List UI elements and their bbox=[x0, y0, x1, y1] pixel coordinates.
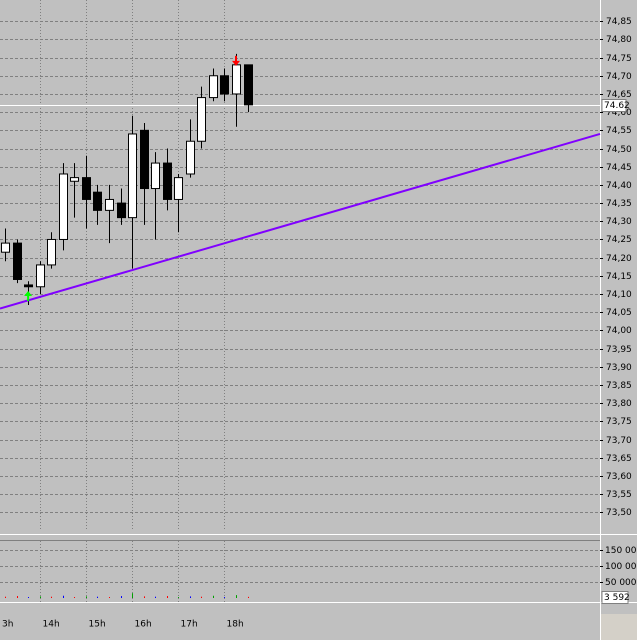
volume-bar bbox=[28, 597, 29, 598]
volume-bar bbox=[201, 596, 202, 598]
y-tick-label: 73,65 bbox=[606, 454, 632, 464]
y-tick-label: 73,70 bbox=[606, 436, 632, 446]
candle-body bbox=[232, 64, 241, 95]
candle-body bbox=[186, 140, 195, 175]
candle-body bbox=[163, 162, 172, 200]
candle-body bbox=[1, 242, 10, 253]
y-tick-label: 74,25 bbox=[606, 235, 632, 245]
volume-bar bbox=[74, 597, 75, 598]
y-tick-label: 74,30 bbox=[606, 217, 632, 227]
candle-body bbox=[24, 284, 33, 288]
y-tick-label: 74,00 bbox=[606, 326, 632, 336]
y-tick-label: 73,50 bbox=[606, 508, 632, 518]
y-tick-label: 74,05 bbox=[606, 308, 632, 318]
volume-bar bbox=[97, 596, 98, 598]
volume-bar bbox=[121, 596, 122, 598]
y-tick-label: 74,55 bbox=[606, 126, 632, 136]
volume-bar bbox=[178, 597, 179, 598]
y-tick-label: 73,85 bbox=[606, 381, 632, 391]
y-tick-label: 74,20 bbox=[606, 254, 632, 264]
y-tick-label: 74,60 bbox=[606, 108, 632, 118]
volume-bar bbox=[155, 596, 156, 598]
volume-bar bbox=[63, 595, 64, 598]
x-tick-label: 18h bbox=[227, 620, 244, 630]
volume-bar bbox=[40, 596, 41, 598]
x-tick-label: 3h bbox=[2, 620, 13, 630]
candle-body bbox=[220, 75, 229, 95]
candle-body bbox=[244, 64, 253, 106]
y-tick-label: 74,65 bbox=[606, 90, 632, 100]
y-tick-label: 74,10 bbox=[606, 290, 632, 300]
y-tick-label: 74,80 bbox=[606, 35, 632, 45]
last-volume-label: 3 592 bbox=[604, 593, 630, 603]
y-tick-label: 100 000 bbox=[605, 562, 637, 572]
candle-body bbox=[70, 177, 79, 182]
x-tick-label: 17h bbox=[181, 620, 198, 630]
candle-body bbox=[36, 264, 45, 288]
y-tick-label: 73,75 bbox=[606, 417, 632, 427]
candle-body bbox=[105, 198, 114, 211]
volume-bar bbox=[51, 596, 52, 598]
candle-body bbox=[82, 177, 91, 200]
x-tick-label: 16h bbox=[135, 620, 152, 630]
candle-body bbox=[47, 238, 56, 266]
volume-bar bbox=[132, 593, 133, 598]
candle-body bbox=[93, 191, 102, 211]
candle-body bbox=[128, 133, 137, 219]
y-tick-label: 74,75 bbox=[606, 54, 632, 64]
volume-bar bbox=[224, 597, 225, 598]
candle-body bbox=[197, 97, 206, 142]
volume-bar bbox=[86, 596, 87, 598]
y-tick-label: 50 000 bbox=[605, 578, 637, 588]
y-tick-label: 74,15 bbox=[606, 272, 632, 282]
x-tick-label: 14h bbox=[43, 620, 60, 630]
buy-signal bbox=[24, 290, 33, 301]
volume-bar bbox=[213, 595, 214, 598]
y-tick-label: 73,60 bbox=[606, 472, 632, 482]
corner-box bbox=[601, 614, 637, 640]
y-tick-label: 74,70 bbox=[606, 72, 632, 82]
candle-body bbox=[117, 202, 126, 219]
last-price-label: 74.62 bbox=[604, 101, 630, 111]
trendline bbox=[0, 133, 601, 310]
volume-bar bbox=[167, 596, 168, 598]
candle-body bbox=[151, 162, 160, 190]
y-tick-label: 73,90 bbox=[606, 363, 632, 373]
y-tick-label: 73,95 bbox=[606, 345, 632, 355]
y-tick-label: 74,50 bbox=[606, 145, 632, 155]
volume-bar bbox=[5, 596, 6, 598]
volume-bar bbox=[109, 597, 110, 598]
volume-bar bbox=[248, 596, 249, 598]
volume-bar bbox=[190, 596, 191, 598]
candle-body bbox=[140, 129, 149, 190]
y-tick-label: 150 000 bbox=[605, 546, 637, 556]
y-tick-label: 74,45 bbox=[606, 163, 632, 173]
volume-bar bbox=[144, 596, 145, 598]
candle-body bbox=[174, 177, 183, 200]
y-tick-label: 74,85 bbox=[606, 17, 632, 27]
last-volume-box bbox=[601, 591, 629, 604]
volume-bar bbox=[17, 596, 18, 598]
sell-signal bbox=[232, 55, 240, 66]
last-price-box bbox=[601, 99, 627, 112]
x-tick-label: 15h bbox=[89, 620, 106, 630]
y-tick-label: 73,80 bbox=[606, 399, 632, 409]
y-tick-label: 74,35 bbox=[606, 199, 632, 209]
candle-body bbox=[13, 242, 22, 280]
y-tick-label: 73,55 bbox=[606, 490, 632, 500]
volume-bar bbox=[236, 595, 237, 598]
candle-body bbox=[209, 75, 218, 99]
y-tick-label: 74,40 bbox=[606, 181, 632, 191]
candle-body bbox=[59, 173, 68, 240]
